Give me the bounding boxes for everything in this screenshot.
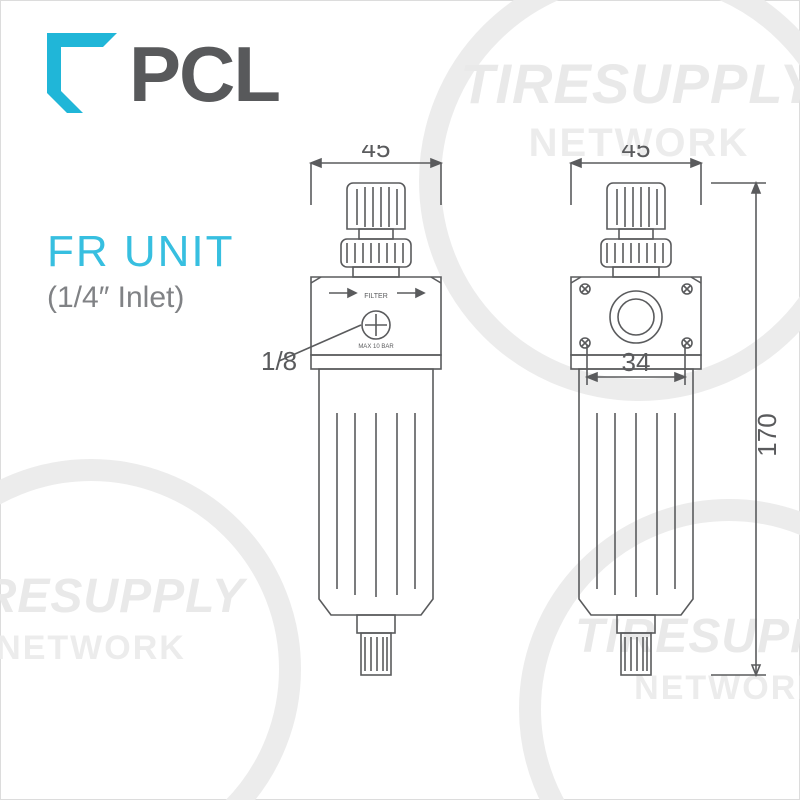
watermark-text-1: TIRESUPPLY bbox=[460, 51, 800, 116]
svg-text:170: 170 bbox=[752, 413, 782, 456]
brand-logo: PCL bbox=[47, 29, 279, 120]
svg-text:1/8: 1/8 bbox=[261, 346, 297, 376]
watermark-text-2: NETWORK bbox=[0, 629, 186, 668]
dim-top-right: 45 bbox=[571, 145, 701, 205]
product-title: FR UNIT bbox=[47, 227, 235, 277]
technical-drawing: 45 bbox=[261, 145, 791, 755]
unit-side-view bbox=[571, 183, 701, 675]
svg-text:MAX 10 BAR: MAX 10 BAR bbox=[358, 344, 394, 350]
dim-top-left: 45 bbox=[311, 145, 441, 205]
svg-text:45: 45 bbox=[362, 145, 391, 163]
svg-text:45: 45 bbox=[622, 145, 651, 163]
watermark-text-1: TIRESUPPLY bbox=[0, 569, 245, 624]
dim-height-170: 170 bbox=[711, 183, 782, 675]
svg-text:34: 34 bbox=[622, 347, 651, 377]
watermark-bottom-left: TIRESUPPLY NETWORK bbox=[0, 459, 301, 800]
dim-inner-34: 34 bbox=[587, 345, 685, 385]
unit-front-view: FILTER MAX 10 BAR bbox=[311, 183, 441, 675]
watermark-ring bbox=[0, 459, 301, 800]
logo-text: PCL bbox=[129, 29, 279, 120]
logo-mark-icon bbox=[47, 33, 123, 117]
product-subtitle: (1/4″ Inlet) bbox=[47, 281, 184, 315]
svg-text:FILTER: FILTER bbox=[364, 293, 388, 300]
